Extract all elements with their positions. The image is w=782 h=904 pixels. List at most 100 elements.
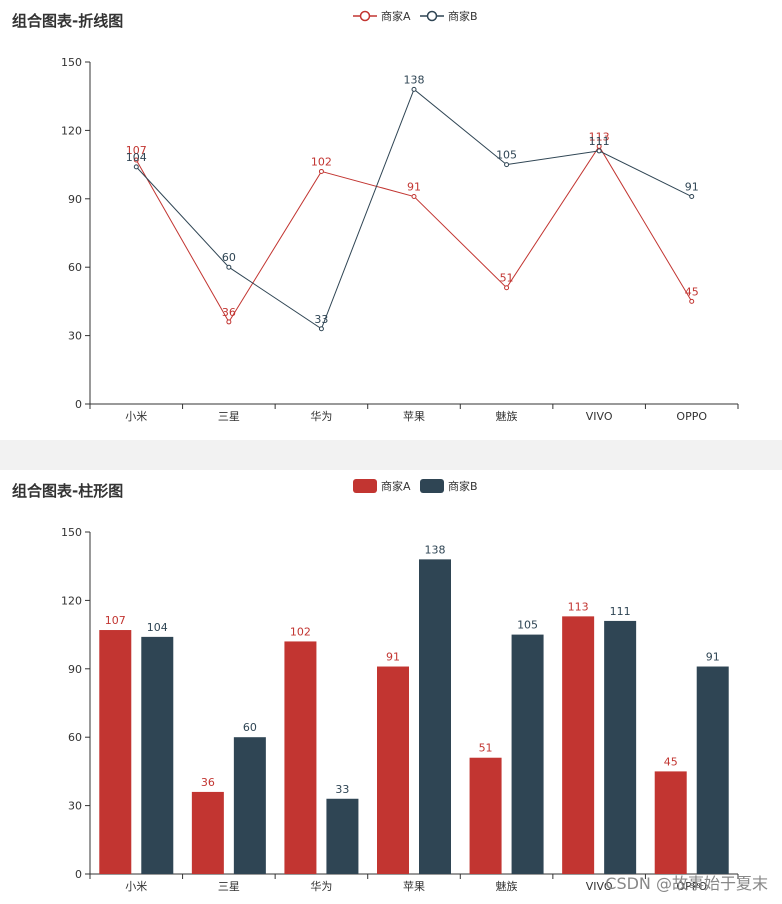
- watermark: CSDN @故事始于夏末: [605, 874, 768, 893]
- data-label-1-5: 111: [589, 135, 610, 148]
- point-1-4: [504, 162, 510, 168]
- point-0-0: [133, 157, 139, 163]
- point-1-6: [689, 194, 695, 200]
- legend-label-0: 商家A: [381, 479, 411, 493]
- bar-chart-panel: 组合图表-柱形图 商家A 商家B 0 30 60 90 120 150 小米 三星 华为 苹果 魅族 VI…: [0, 470, 782, 904]
- panel-divider: [0, 440, 782, 470]
- legend-marker-0: [359, 10, 371, 22]
- bar-0-2: [284, 641, 317, 874]
- point-0-6: [689, 298, 695, 304]
- y-tick-label-0: 0: [75, 868, 82, 881]
- data-label-0-2: 102: [311, 155, 332, 168]
- bar-0-5: [562, 616, 595, 874]
- data-label-1-2: 33: [314, 313, 328, 326]
- data-label-1-0: 104: [126, 151, 147, 164]
- point-0-5: [596, 143, 602, 149]
- data-label-1-0: 104: [147, 621, 168, 634]
- data-label-1-1: 60: [243, 721, 257, 734]
- bar-0-3: [377, 666, 409, 874]
- data-label-0-0: 107: [105, 614, 126, 627]
- data-label-1-4: 105: [517, 619, 538, 632]
- x-tick-label-6: OPPO: [676, 410, 707, 423]
- bar-chart-title: 组合图表-柱形图: [12, 482, 124, 500]
- x-tick-label-5: VIVO: [586, 410, 613, 423]
- data-label-0-1: 36: [222, 306, 236, 319]
- bar-0-4: [469, 757, 502, 874]
- y-tick-label-4: 120: [61, 124, 82, 137]
- x-tick-label-2: 华为: [310, 879, 332, 893]
- bar-1-1: [233, 737, 266, 874]
- line-chart: 商家A 商家B 0 30 60 90 120 150 小米 三星 华为 苹果 魅族 VIVO OPPO 107…: [61, 9, 739, 423]
- x-tick-label-0: 小米: [125, 410, 147, 423]
- y-tick-label-2: 60: [68, 731, 82, 744]
- data-label-1-6: 91: [706, 651, 720, 664]
- data-label-1-5: 111: [610, 605, 631, 618]
- point-0-1: [226, 319, 232, 325]
- data-label-0-6: 45: [685, 285, 699, 298]
- legend-label-1: 商家B: [448, 9, 478, 23]
- bar-1-5: [604, 620, 637, 874]
- legend: 商家A 商家B: [353, 9, 478, 23]
- bar-1-3: [419, 559, 451, 874]
- legend-label-0: 商家A: [381, 9, 411, 23]
- x-tick-label-5: VIVO: [586, 880, 613, 893]
- point-0-2: [318, 168, 324, 174]
- bar-1-4: [511, 634, 544, 874]
- x-tick-label-0: 小米: [125, 880, 147, 893]
- x-tick-label-1: 三星: [218, 410, 240, 423]
- x-tick-label-1: 三星: [218, 880, 240, 893]
- point-1-2: [318, 326, 324, 332]
- data-label-0-4: 51: [479, 742, 493, 755]
- y-tick-label-3: 90: [68, 663, 82, 676]
- data-label-1-3: 138: [425, 543, 446, 556]
- point-1-3: [411, 86, 417, 92]
- line-chart-panel: 组合图表-折线图 商家A 商家B 0 30 60 90 120 150 小米 三星 华为 苹果 魅族 VI…: [0, 0, 782, 440]
- point-1-5: [596, 148, 602, 154]
- y-tick-label-1: 30: [68, 330, 82, 343]
- y-tick-label-1: 30: [68, 800, 82, 813]
- x-tick-label-6: OPPO: [676, 880, 707, 893]
- data-label-1-6: 91: [685, 181, 699, 194]
- bar-chart: 商家A 商家B 0 30 60 90 120 150 小米 三星 华为 苹果 魅族 VIVO OPPO 107…: [61, 479, 739, 893]
- point-1-0: [133, 164, 139, 170]
- data-label-1-1: 60: [222, 251, 236, 264]
- x-tick-label-3: 苹果: [403, 409, 425, 423]
- bar-0-6: [654, 771, 687, 874]
- data-label-0-3: 91: [407, 181, 421, 194]
- line-chart-title: 组合图表-折线图: [12, 12, 124, 30]
- x-tick-label-4: 魅族: [496, 409, 518, 423]
- y-tick-label-5: 150: [61, 56, 82, 69]
- x-tick-label-2: 华为: [310, 409, 332, 423]
- x-tick-label-3: 苹果: [403, 879, 425, 893]
- x-tick-label-4: 魅族: [496, 879, 518, 893]
- data-label-0-5: 113: [589, 130, 610, 143]
- bar-1-0: [141, 636, 174, 874]
- point-0-3: [411, 194, 417, 200]
- data-label-0-1: 36: [201, 776, 215, 789]
- bar-1-6: [696, 666, 729, 874]
- legend: 商家A 商家B: [353, 479, 478, 493]
- bar-0-1: [191, 791, 224, 874]
- legend-label-1: 商家B: [448, 479, 478, 493]
- data-label-0-0: 107: [126, 144, 147, 157]
- data-label-1-4: 105: [496, 149, 517, 162]
- data-label-0-2: 102: [290, 625, 311, 638]
- point-1-1: [226, 264, 232, 270]
- data-label-0-3: 91: [386, 651, 400, 664]
- data-label-1-3: 138: [404, 73, 425, 86]
- data-label-0-5: 113: [568, 600, 589, 613]
- bar-0-0: [99, 630, 132, 874]
- y-tick-label-3: 90: [68, 193, 82, 206]
- y-tick-label-4: 120: [61, 594, 82, 607]
- y-tick-label-0: 0: [75, 398, 82, 411]
- series-line-1: [135, 88, 692, 330]
- point-0-4: [504, 285, 510, 291]
- data-label-0-6: 45: [664, 755, 678, 768]
- series-line-0: [135, 145, 693, 323]
- legend-marker-1: [426, 10, 438, 22]
- y-tick-label-2: 60: [68, 261, 82, 274]
- y-tick-label-5: 150: [61, 526, 82, 539]
- bar-1-2: [326, 798, 359, 874]
- data-label-0-4: 51: [500, 272, 514, 285]
- legend-swatch-0: [353, 479, 377, 493]
